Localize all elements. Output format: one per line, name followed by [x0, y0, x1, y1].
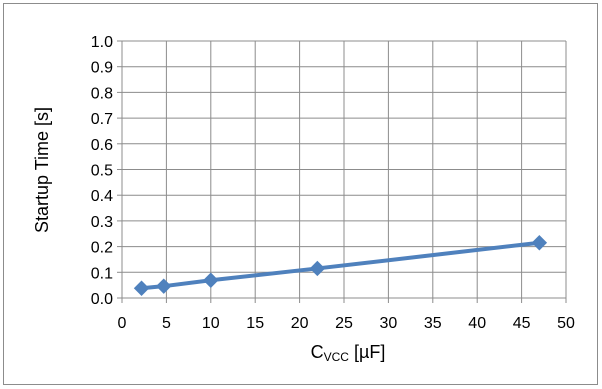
x-tick-label: 35: [424, 315, 442, 332]
y-tick-labels: 0.0 0.1 0.2 0.3 0.4 0.5 0.6 0.7 0.8 0.9 1.0: [91, 34, 113, 308]
x-tick-label: 50: [557, 315, 575, 332]
x-axis-title: CVCC [µF]: [311, 342, 386, 364]
y-tick-label: 0.0: [91, 291, 113, 308]
series-startup-time: [133, 235, 548, 296]
data-point: [309, 260, 326, 277]
y-tick-label: 1.0: [91, 34, 113, 51]
x-tick-label: 10: [202, 315, 220, 332]
x-axis-title-main: C: [311, 342, 324, 362]
data-point: [156, 278, 172, 294]
x-tick-label: 15: [246, 315, 264, 332]
y-tick-label: 0.5: [91, 163, 113, 180]
data-point: [133, 280, 150, 296]
y-tick-label: 0.9: [91, 60, 113, 77]
x-tick-label: 5: [162, 315, 171, 332]
y-tick-label: 0.4: [91, 188, 113, 205]
y-tick-label: 0.3: [91, 214, 113, 231]
grid: [121, 40, 567, 299]
x-tick-label: 40: [468, 315, 486, 332]
x-tick-label: 30: [380, 315, 398, 332]
y-tick-label: 0.7: [91, 111, 113, 128]
x-axis-title-unit: [µF]: [349, 342, 385, 362]
y-axis-title: Startup Time [s]: [32, 107, 52, 233]
x-tick-label: 0: [118, 315, 127, 332]
y-tick-label: 0.8: [91, 85, 113, 102]
x-tick-label: 25: [335, 315, 353, 332]
x-axis-title-sub: VCC: [324, 350, 350, 364]
x-tick-label: 20: [291, 315, 309, 332]
axes: [117, 40, 567, 303]
y-tick-label: 0.1: [91, 265, 113, 282]
y-tick-label: 0.2: [91, 240, 113, 257]
x-tick-label: 45: [513, 315, 531, 332]
y-tick-label: 0.6: [91, 137, 113, 154]
data-point: [203, 272, 219, 288]
series-line: [139, 240, 542, 291]
data-point: [531, 235, 548, 251]
x-tick-labels: 0 5 10 15 20 25 30 35 40 45 50: [118, 315, 575, 332]
